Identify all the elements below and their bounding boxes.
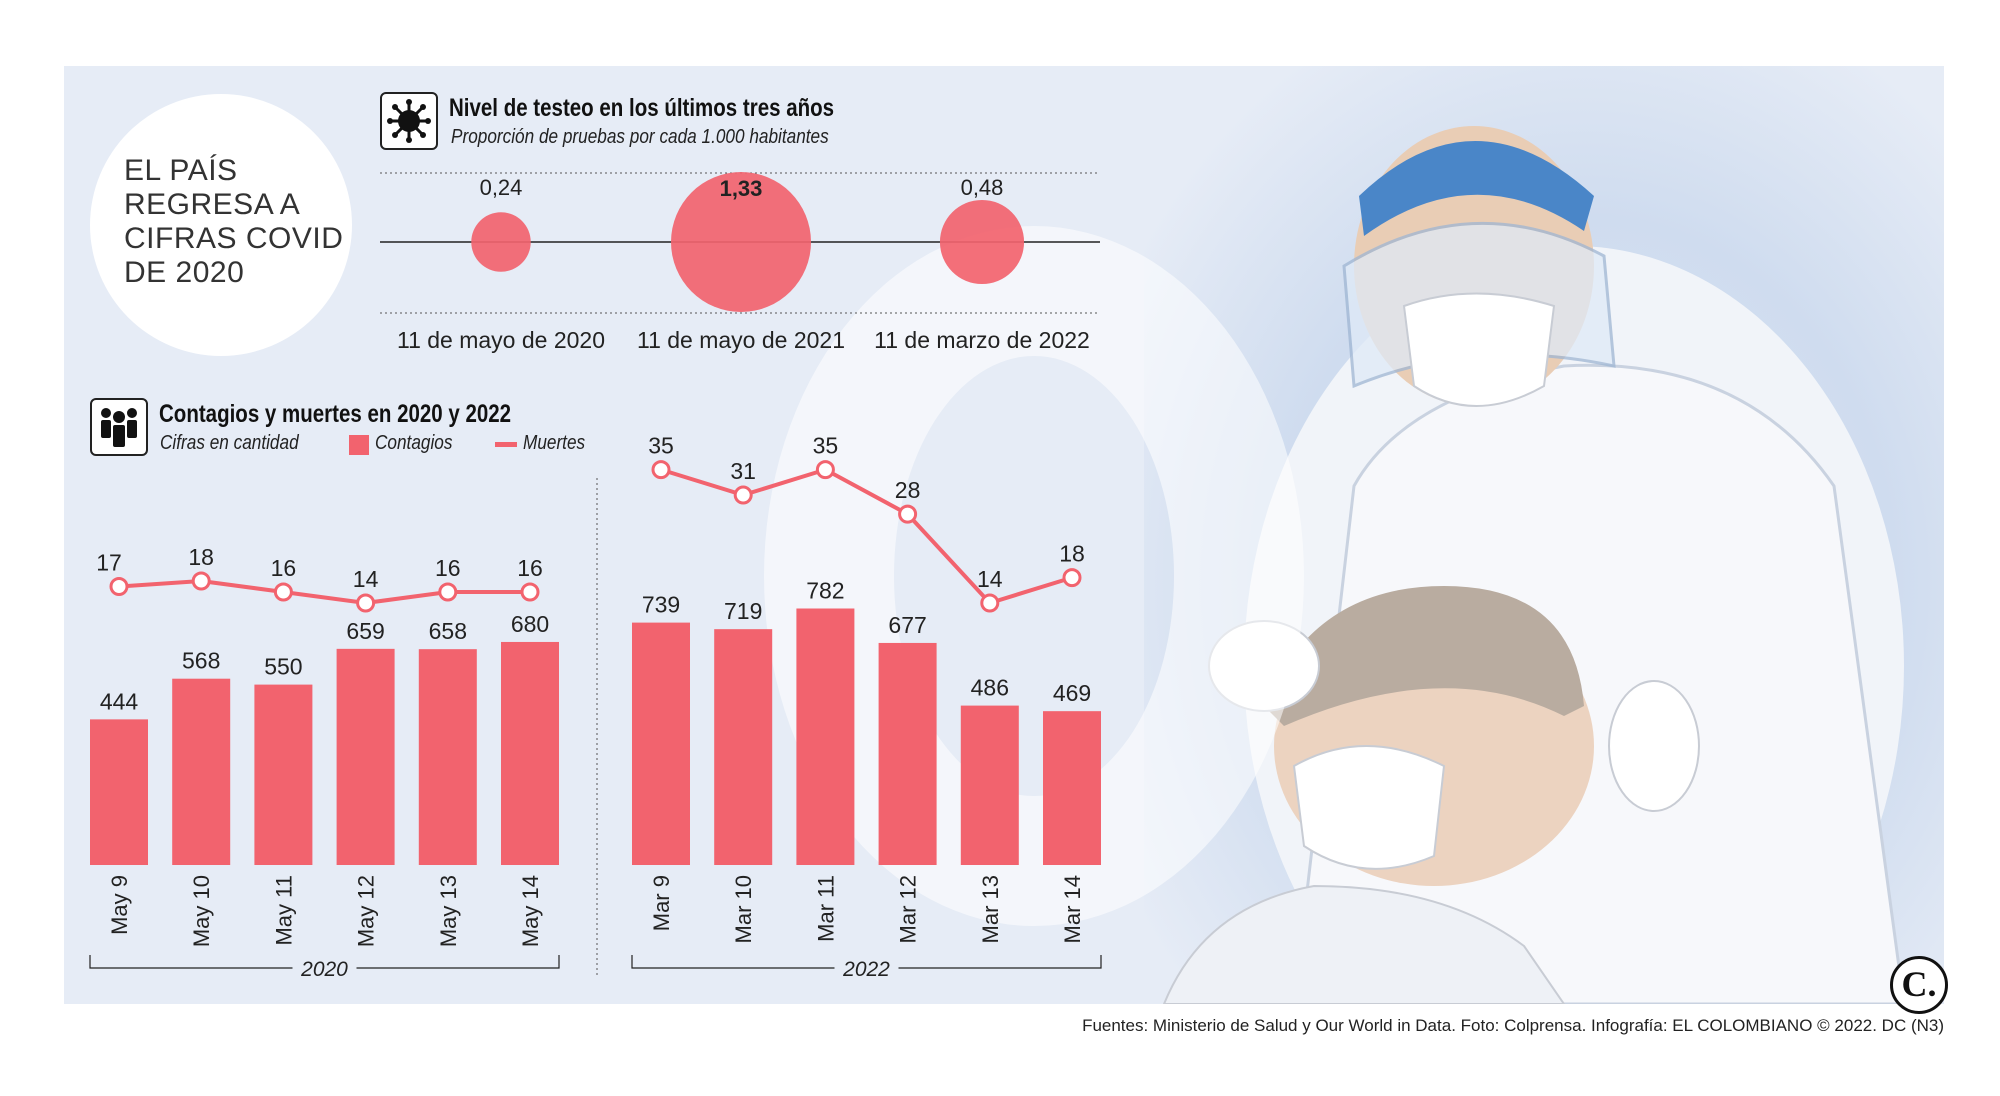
deaths-point	[651, 460, 671, 480]
deaths-point	[733, 485, 753, 505]
group-label-bg	[292, 955, 357, 979]
bar-category-label: May 12	[354, 875, 379, 947]
bar-category-label: Mar 10	[731, 875, 756, 943]
deaths-value-label: 17	[96, 550, 122, 576]
deaths-value-label: 35	[648, 433, 674, 459]
bar	[90, 719, 148, 865]
bar	[960, 705, 1019, 865]
bar-category-label: May 13	[436, 875, 461, 947]
bar	[796, 608, 855, 865]
deaths-point	[109, 577, 129, 596]
group-label: 2020	[300, 958, 348, 981]
deaths-point	[356, 593, 376, 613]
bar-category-label: May 11	[271, 875, 296, 946]
deaths-point	[980, 593, 1000, 613]
legend-line-swatch	[495, 442, 517, 447]
bubble-category-label: 11 de marzo de 2022	[874, 327, 1090, 353]
bar-value-label: 680	[511, 611, 549, 637]
deaths-point	[1062, 568, 1082, 588]
bar-value-label: 719	[724, 598, 762, 624]
deaths-point	[438, 582, 458, 602]
bubble-category-label: 11 de mayo de 2020	[397, 327, 605, 353]
bar-value-label: 782	[806, 578, 844, 604]
group-label-bg	[834, 955, 899, 979]
deaths-point	[273, 582, 293, 602]
virus-icon	[380, 92, 438, 150]
brand-logo: C.	[1890, 956, 1948, 1014]
bar	[254, 684, 313, 865]
bar-category-label: Mar 11	[813, 875, 838, 942]
bar-value-label: 677	[888, 612, 926, 638]
bar-value-label: 739	[642, 592, 680, 618]
title-circle	[90, 94, 352, 356]
bar	[418, 649, 477, 865]
testing-subtitle: Proporción de pruebas por cada 1.000 hab…	[451, 126, 829, 148]
deaths-value-label: 14	[977, 566, 1003, 592]
bar-category-label: Mar 12	[896, 875, 921, 943]
deaths-value-label: 16	[435, 555, 461, 581]
deaths-value-label: 18	[1059, 541, 1085, 567]
deaths-point	[520, 582, 540, 602]
bar-value-label: 469	[1053, 680, 1091, 706]
bar	[714, 629, 773, 865]
deaths-point	[898, 504, 918, 524]
bar	[336, 648, 395, 865]
bar-value-label: 486	[971, 675, 1009, 701]
bubble-point	[939, 199, 1025, 285]
people-icon	[90, 398, 148, 456]
deaths-value-label: 16	[271, 555, 297, 581]
deaths-value-label: 28	[895, 477, 921, 503]
bubble-point	[471, 212, 531, 272]
bar-value-label: 658	[429, 618, 467, 644]
bar-value-label: 568	[182, 648, 220, 674]
bar-category-label: May 14	[518, 875, 543, 947]
photo-area	[1144, 66, 1944, 1004]
bar	[632, 622, 690, 865]
legend-bars-label: Contagios	[375, 432, 453, 454]
bar-category-label: May 10	[189, 875, 214, 947]
health-worker-illustration	[1162, 126, 1906, 1004]
bar-category-label: Mar 14	[1060, 875, 1085, 943]
deaths-line	[118, 578, 530, 606]
bar	[878, 642, 937, 865]
bubble-category-label: 11 de mayo de 2021	[637, 327, 845, 353]
deaths-line	[660, 467, 1073, 606]
bubble-value-label: 0,24	[480, 175, 523, 200]
deaths-value-label: 16	[517, 555, 543, 581]
bar-value-label: 444	[100, 688, 139, 714]
deaths-value-label: 35	[813, 433, 839, 459]
group-label: 2022	[842, 958, 890, 981]
bar-category-label: Mar 9	[649, 875, 674, 931]
deaths-point	[815, 460, 835, 480]
bar-category-label: Mar 13	[978, 875, 1003, 943]
deaths-value-label: 18	[188, 544, 214, 570]
bar	[501, 641, 559, 865]
testing-title: Nivel de testeo en los últimos tres años	[449, 94, 835, 122]
legend-line-label: Muertes	[523, 432, 586, 454]
deaths-point	[191, 571, 211, 591]
page-title: EL PAÍS REGRESA A CIFRAS COVID DE 2020	[124, 154, 344, 289]
bar-category-label: May 9	[107, 875, 132, 935]
bar	[1043, 711, 1101, 865]
cases-title: Contagios y muertes en 2020 y 2022	[159, 400, 512, 428]
bar-value-label: 659	[346, 618, 384, 644]
bar	[172, 678, 231, 865]
bubble-value-label: 1,33	[720, 176, 763, 201]
deaths-value-label: 14	[353, 566, 379, 592]
source-credits: Fuentes: Ministerio de Salud y Our World…	[1082, 1016, 1944, 1035]
bubble-value-label: 0,48	[961, 175, 1004, 200]
bubble-point	[671, 172, 811, 312]
legend-bars-swatch	[349, 435, 369, 455]
cases-subtitle: Cifras en cantidad	[160, 432, 299, 454]
deaths-value-label: 31	[730, 458, 756, 484]
bar-value-label: 550	[264, 654, 302, 680]
